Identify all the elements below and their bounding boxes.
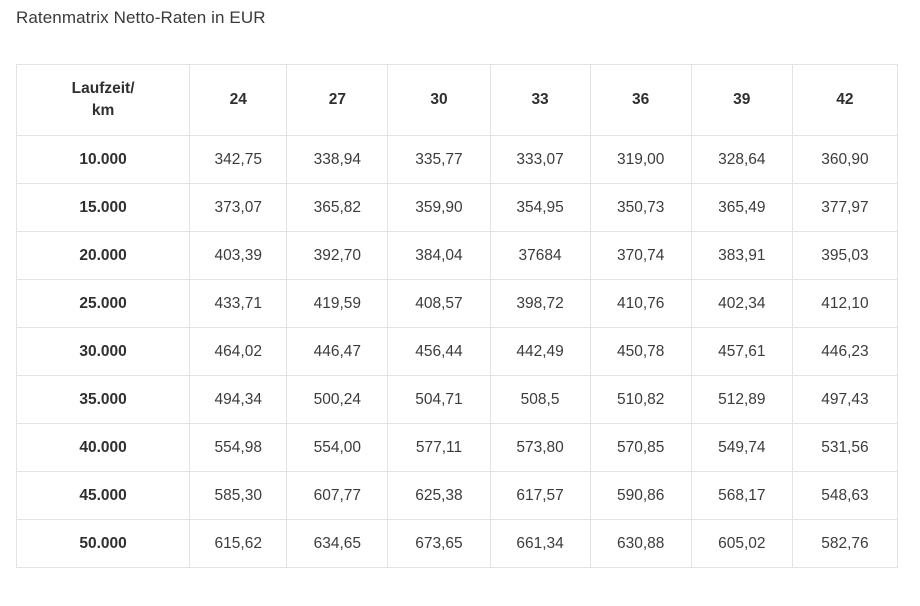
rate-cell: 37684 bbox=[489, 231, 591, 280]
rate-cell: 398,72 bbox=[489, 279, 591, 328]
row-header-km: 25.000 bbox=[15, 279, 191, 328]
rate-cell: 333,07 bbox=[489, 135, 591, 184]
rate-cell: 634,65 bbox=[286, 519, 389, 568]
rate-cell: 577,11 bbox=[387, 423, 491, 472]
corner-header: Laufzeit/ km bbox=[15, 64, 191, 136]
rate-cell: 617,57 bbox=[489, 471, 591, 520]
rate-cell: 370,74 bbox=[589, 231, 692, 280]
rate-cell: 582,76 bbox=[791, 519, 899, 568]
corner-header-line1: Laufzeit/ bbox=[71, 80, 135, 97]
rate-cell: 403,39 bbox=[189, 231, 288, 280]
row-header-km: 30.000 bbox=[15, 327, 191, 376]
row-header-km: 10.000 bbox=[15, 135, 191, 184]
rate-cell: 457,61 bbox=[690, 327, 793, 376]
rate-cell: 383,91 bbox=[690, 231, 793, 280]
rate-cell: 328,64 bbox=[690, 135, 793, 184]
rate-cell: 359,90 bbox=[387, 183, 491, 232]
rate-cell: 402,34 bbox=[690, 279, 793, 328]
rate-cell: 661,34 bbox=[489, 519, 591, 568]
table-row: 30.000 464,02 446,47 456,44 442,49 450,78 457,… bbox=[15, 327, 899, 376]
table-row: 25.000 433,71 419,59 408,57 398,72 410,76 402,… bbox=[15, 279, 899, 328]
rate-cell: 446,47 bbox=[286, 327, 389, 376]
rate-cell: 335,77 bbox=[387, 135, 491, 184]
rate-cell: 549,74 bbox=[690, 423, 793, 472]
table-row: 15.000 373,07 365,82 359,90 354,95 350,73 365,… bbox=[15, 183, 899, 232]
table-row: 10.000 342,75 338,94 335,77 333,07 319,00 328,… bbox=[15, 135, 899, 184]
rate-cell: 442,49 bbox=[489, 327, 591, 376]
rate-cell: 494,34 bbox=[189, 375, 288, 424]
rate-cell: 342,75 bbox=[189, 135, 288, 184]
rate-cell: 497,43 bbox=[791, 375, 899, 424]
rate-cell: 446,23 bbox=[791, 327, 899, 376]
rate-cell: 504,71 bbox=[387, 375, 491, 424]
table-header-row: Laufzeit/ km 24 27 30 33 36 39 42 bbox=[15, 64, 899, 136]
rate-cell: 570,85 bbox=[589, 423, 692, 472]
rate-cell: 354,95 bbox=[489, 183, 591, 232]
table-row: 40.000 554,98 554,00 577,11 573,80 570,85 549,… bbox=[15, 423, 899, 472]
rate-cell: 585,30 bbox=[189, 471, 288, 520]
rate-cell: 625,38 bbox=[387, 471, 491, 520]
rate-cell: 338,94 bbox=[286, 135, 389, 184]
rate-cell: 412,10 bbox=[791, 279, 899, 328]
rate-cell: 350,73 bbox=[589, 183, 692, 232]
column-header: 30 bbox=[387, 64, 491, 136]
rate-cell: 500,24 bbox=[286, 375, 389, 424]
rate-cell: 554,00 bbox=[286, 423, 389, 472]
rate-matrix-table: Laufzeit/ km 24 27 30 33 36 39 42 10.000… bbox=[15, 64, 899, 568]
row-header-km: 20.000 bbox=[15, 231, 191, 280]
corner-header-line2: km bbox=[91, 102, 115, 119]
row-header-km: 45.000 bbox=[15, 471, 191, 520]
column-header: 24 bbox=[189, 64, 288, 136]
column-header: 39 bbox=[690, 64, 793, 136]
rate-cell: 377,97 bbox=[791, 183, 899, 232]
rate-cell: 392,70 bbox=[286, 231, 389, 280]
row-header-km: 15.000 bbox=[15, 183, 191, 232]
rate-cell: 408,57 bbox=[387, 279, 491, 328]
rate-cell: 510,82 bbox=[589, 375, 692, 424]
rate-cell: 605,02 bbox=[690, 519, 793, 568]
rate-cell: 360,90 bbox=[791, 135, 899, 184]
rate-cell: 554,98 bbox=[189, 423, 288, 472]
column-header: 27 bbox=[286, 64, 389, 136]
rate-cell: 512,89 bbox=[690, 375, 793, 424]
rate-cell: 548,63 bbox=[791, 471, 899, 520]
rate-cell: 395,03 bbox=[791, 231, 899, 280]
rate-cell: 419,59 bbox=[286, 279, 389, 328]
rate-cell: 319,00 bbox=[589, 135, 692, 184]
rate-cell: 365,82 bbox=[286, 183, 389, 232]
rate-cell: 456,44 bbox=[387, 327, 491, 376]
row-header-km: 50.000 bbox=[15, 519, 191, 568]
rate-cell: 508,5 bbox=[489, 375, 591, 424]
rate-cell: 450,78 bbox=[589, 327, 692, 376]
rate-cell: 433,71 bbox=[189, 279, 288, 328]
column-header: 36 bbox=[589, 64, 692, 136]
rate-cell: 630,88 bbox=[589, 519, 692, 568]
rate-cell: 590,86 bbox=[589, 471, 692, 520]
rate-cell: 615,62 bbox=[189, 519, 288, 568]
row-header-km: 40.000 bbox=[15, 423, 191, 472]
rate-cell: 531,56 bbox=[791, 423, 899, 472]
rate-cell: 607,77 bbox=[286, 471, 389, 520]
rate-cell: 568,17 bbox=[690, 471, 793, 520]
rate-cell: 365,49 bbox=[690, 183, 793, 232]
rate-cell: 384,04 bbox=[387, 231, 491, 280]
table-row: 35.000 494,34 500,24 504,71 508,5 510,82 512,8… bbox=[15, 375, 899, 424]
rate-cell: 373,07 bbox=[189, 183, 288, 232]
rate-cell: 410,76 bbox=[589, 279, 692, 328]
table-row: 45.000 585,30 607,77 625,38 617,57 590,86 568,… bbox=[15, 471, 899, 520]
column-header: 33 bbox=[489, 64, 591, 136]
table-row: 20.000 403,39 392,70 384,04 37684 370,74 383,9… bbox=[15, 231, 899, 280]
rate-cell: 464,02 bbox=[189, 327, 288, 376]
row-header-km: 35.000 bbox=[15, 375, 191, 424]
column-header: 42 bbox=[791, 64, 899, 136]
table-row: 50.000 615,62 634,65 673,65 661,34 630,88 605,… bbox=[15, 519, 899, 568]
rate-cell: 573,80 bbox=[489, 423, 591, 472]
rate-cell: 673,65 bbox=[387, 519, 491, 568]
page-title: Ratenmatrix Netto-Raten in EUR bbox=[16, 8, 266, 27]
